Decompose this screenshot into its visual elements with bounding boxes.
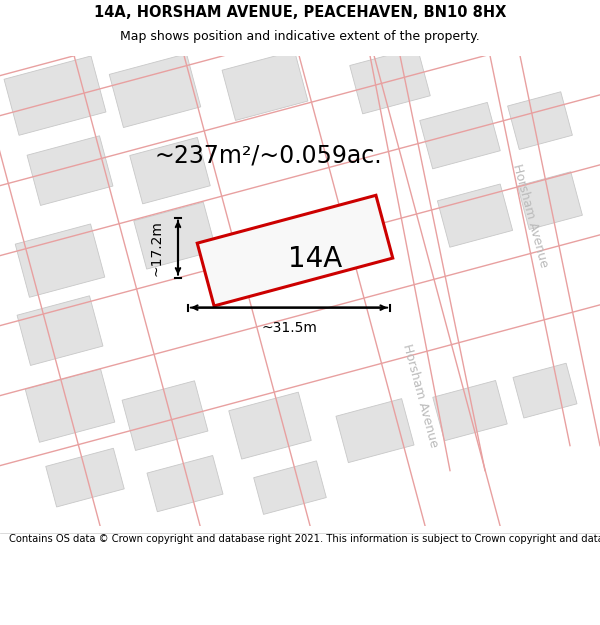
Polygon shape <box>420 102 500 169</box>
Polygon shape <box>254 461 326 514</box>
Polygon shape <box>147 456 223 512</box>
Polygon shape <box>350 48 430 114</box>
Polygon shape <box>17 296 103 366</box>
Polygon shape <box>109 54 201 128</box>
Polygon shape <box>437 184 512 248</box>
Text: Map shows position and indicative extent of the property.: Map shows position and indicative extent… <box>120 30 480 43</box>
Polygon shape <box>27 136 113 206</box>
Polygon shape <box>4 56 106 135</box>
Polygon shape <box>433 381 507 441</box>
Polygon shape <box>134 202 216 269</box>
Polygon shape <box>222 51 308 121</box>
Text: 14A, HORSHAM AVENUE, PEACEHAVEN, BN10 8HX: 14A, HORSHAM AVENUE, PEACEHAVEN, BN10 8H… <box>94 4 506 19</box>
Polygon shape <box>197 195 393 306</box>
Polygon shape <box>25 369 115 442</box>
Polygon shape <box>15 224 105 298</box>
Polygon shape <box>508 92 572 149</box>
Text: ~31.5m: ~31.5m <box>261 321 317 334</box>
Polygon shape <box>518 172 583 229</box>
Text: Horsham Avenue: Horsham Avenue <box>510 162 550 269</box>
Polygon shape <box>46 448 124 507</box>
Text: 14A: 14A <box>288 244 342 272</box>
Text: ~237m²/~0.059ac.: ~237m²/~0.059ac. <box>154 144 382 168</box>
Text: Horsham Avenue: Horsham Avenue <box>400 342 440 449</box>
Polygon shape <box>229 392 311 459</box>
Text: Contains OS data © Crown copyright and database right 2021. This information is : Contains OS data © Crown copyright and d… <box>9 534 600 544</box>
Text: ~17.2m: ~17.2m <box>149 219 163 276</box>
Polygon shape <box>122 381 208 451</box>
Polygon shape <box>130 138 210 204</box>
Polygon shape <box>513 363 577 418</box>
Polygon shape <box>336 399 414 462</box>
